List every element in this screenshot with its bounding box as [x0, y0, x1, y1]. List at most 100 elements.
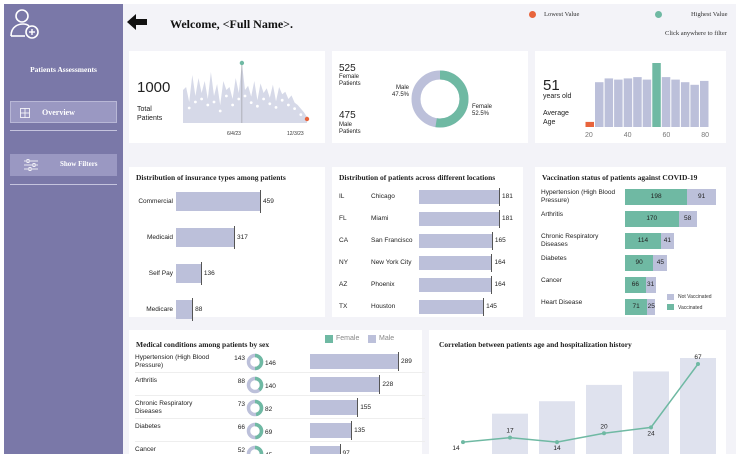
hospitalization-point[interactable] [555, 440, 559, 445]
age-bar[interactable] [680, 82, 690, 127]
age-bar[interactable] [690, 84, 699, 127]
min-point[interactable] [304, 116, 310, 122]
hospitalization-point[interactable] [461, 440, 465, 445]
insurance-card[interactable]: Distribution of insurance types among pa… [129, 167, 325, 321]
hospitalization-point[interactable] [508, 435, 512, 440]
total-patients-card[interactable]: 1000 Total Patients 6/4/23 12/3/23 [129, 51, 325, 143]
patients-point [200, 97, 203, 101]
condition-total-bar[interactable] [310, 354, 398, 369]
location-state: IL [339, 193, 345, 200]
patients-point [225, 94, 228, 98]
condition-total-bar[interactable] [310, 423, 352, 438]
not-vaccinated-bar[interactable] [687, 189, 716, 205]
male-label-line1: Male [339, 122, 353, 128]
hospitalization-point[interactable] [649, 425, 653, 430]
condition-total-value: 228 [382, 381, 394, 388]
locations-card[interactable]: Distribution of patients across differen… [332, 167, 523, 317]
location-bar[interactable] [419, 190, 499, 204]
condition-total-bar[interactable] [310, 377, 380, 392]
hospitalization-label: 14 [452, 445, 460, 452]
location-bar[interactable] [419, 300, 484, 314]
user-add-icon[interactable] [8, 6, 42, 40]
age-group-bar[interactable] [586, 384, 622, 454]
not-vaccinated-bar[interactable] [660, 233, 674, 249]
condition-sex-donut[interactable] [246, 376, 264, 394]
condition-total-bar[interactable] [310, 446, 340, 454]
insurance-bar[interactable] [176, 192, 260, 211]
patients-point [187, 106, 191, 110]
hospitalization-point[interactable] [696, 362, 700, 366]
vaccinated-bar[interactable] [625, 277, 646, 293]
condition-sex-donut[interactable] [246, 399, 264, 417]
age-group-bar[interactable] [680, 358, 716, 454]
location-bar[interactable] [419, 278, 492, 292]
condition-bar-end [357, 398, 359, 417]
patients-trend-chart[interactable] [183, 57, 313, 129]
male-donut-label: Male 47.5% [392, 85, 409, 99]
gender-card[interactable]: 525 Female Patients 475 Male Patients Ma… [332, 51, 528, 143]
condition-total-value: 97 [342, 450, 350, 454]
total-label-line1: Total [137, 106, 152, 113]
insurance-bar-end [234, 226, 235, 249]
not-vaccinated-bar[interactable] [645, 277, 656, 293]
condition-sex-donut[interactable] [246, 422, 264, 440]
age-bar[interactable] [614, 79, 623, 127]
condition-sex-donut[interactable] [246, 445, 264, 454]
insurance-bar[interactable] [176, 300, 193, 319]
condition-total-bar[interactable] [310, 400, 358, 415]
age-bar[interactable] [652, 63, 661, 127]
age-bar[interactable] [595, 82, 604, 127]
row-divider [135, 395, 425, 396]
condition-sex-donut[interactable] [246, 353, 264, 371]
age-bar[interactable] [642, 79, 652, 127]
location-bar-end [499, 188, 500, 206]
max-point[interactable] [239, 60, 245, 66]
hospitalization-point[interactable] [602, 431, 606, 436]
age-group-bar[interactable] [492, 413, 528, 454]
vaccinated-bar[interactable] [625, 211, 679, 227]
patients-point [212, 100, 216, 104]
insurance-bar[interactable] [176, 228, 234, 247]
vaccination-card[interactable]: Vaccination status of patients against C… [535, 167, 726, 317]
age-bar[interactable] [661, 77, 671, 127]
not-vaccinated-bar[interactable] [678, 211, 697, 227]
age-bar[interactable] [585, 121, 595, 127]
location-city: Chicago [371, 193, 395, 200]
female-slice[interactable] [411, 70, 469, 128]
location-bar[interactable] [419, 212, 499, 226]
location-bar[interactable] [419, 234, 492, 248]
insurance-bar[interactable] [176, 264, 201, 283]
correlation-card[interactable]: Correlation between patients age and hos… [429, 330, 726, 454]
vaccinated-bar[interactable] [625, 233, 661, 249]
back-arrow-icon[interactable] [127, 14, 147, 30]
overview-nav-button[interactable]: Overview [10, 101, 117, 123]
gender-donut-chart[interactable] [408, 67, 472, 131]
not-vaccinated-bar[interactable] [647, 299, 656, 315]
age-histogram[interactable]: 20 40 60 80 [585, 57, 717, 143]
patients-point [256, 104, 259, 108]
age-bar[interactable] [633, 77, 642, 127]
vaccinated-value: 90 [635, 259, 643, 266]
condition-male-value: 45 [265, 452, 272, 454]
show-filters-button[interactable]: Show Filters [10, 154, 117, 176]
not-vaccinated-bar[interactable] [653, 255, 668, 271]
average-age-card[interactable]: 51 years old Average Age 20 40 60 80 [535, 51, 726, 143]
location-bar[interactable] [419, 256, 492, 270]
female-donut-label: Female 52.5% [472, 104, 492, 118]
location-city: San Francisco [371, 237, 413, 244]
age-bar[interactable] [700, 80, 709, 127]
age-bar[interactable] [671, 79, 680, 127]
age-bar[interactable] [623, 78, 633, 127]
vaccinated-bar[interactable] [625, 255, 654, 271]
vaccinated-bar[interactable] [625, 189, 688, 205]
age-group-bar[interactable] [539, 401, 575, 454]
age-bar[interactable] [604, 78, 614, 127]
average-age-label: Average Age [543, 109, 569, 127]
age-label-line2: Age [543, 119, 556, 126]
vaccinated-bar[interactable] [625, 299, 648, 315]
location-city: New York City [371, 259, 412, 266]
age-group-bar[interactable] [633, 371, 669, 454]
not-vaccinated-value: 31 [647, 281, 655, 288]
correlation-chart[interactable]: 14 17 14 20 24 67 [429, 350, 726, 454]
conditions-card[interactable]: Medical conditions among patients by sex… [129, 330, 425, 454]
